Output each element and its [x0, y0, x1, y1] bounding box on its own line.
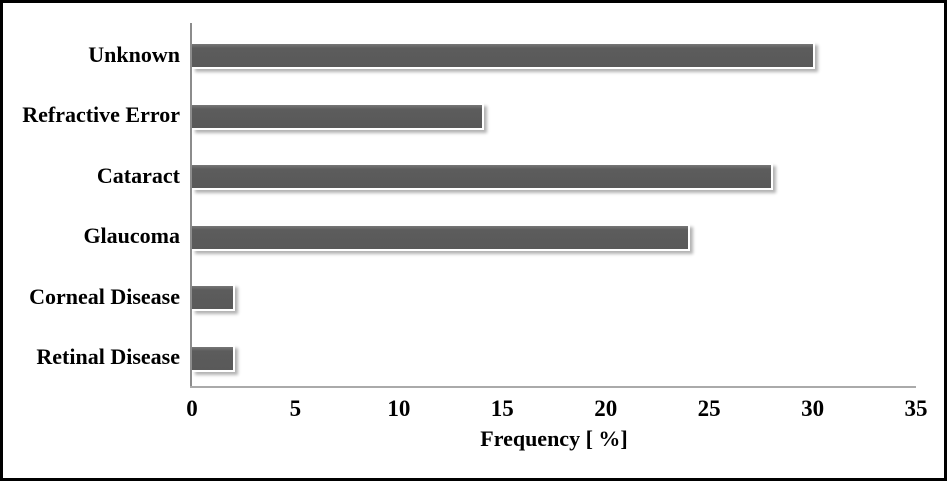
category-label-glaucoma: Glaucoma — [83, 223, 180, 249]
x-tick-5: 5 — [289, 396, 302, 421]
category-label-retinal-disease: Retinal Disease — [36, 344, 180, 370]
bar-unknown — [192, 42, 815, 69]
bar-row-glaucoma — [192, 205, 916, 266]
x-axis-title: Frequency [ %] — [480, 426, 628, 451]
x-tick-10: 10 — [387, 396, 411, 421]
bar-glaucoma — [192, 223, 691, 251]
category-label-cataract: Cataract — [96, 162, 180, 188]
bar-series — [192, 23, 916, 386]
bar-row-unknown — [192, 23, 916, 84]
x-tick-35: 35 — [904, 396, 928, 421]
y-axis-category-labels: Unknown Refractive Error Cataract Glaucoma C… — [3, 23, 180, 386]
y-axis-line — [190, 23, 192, 388]
x-tick-30: 30 — [801, 396, 825, 421]
bar-row-refractive-error — [192, 84, 916, 145]
bar-retinal-disease — [192, 344, 236, 372]
bar-row-corneal-disease — [192, 265, 916, 326]
bar-corneal-disease — [192, 284, 236, 311]
category-label-corneal-disease: Corneal Disease — [29, 283, 180, 309]
x-tick-0: 0 — [186, 396, 198, 421]
bar-cataract — [192, 163, 774, 190]
x-axis-line — [190, 386, 916, 388]
x-tick-25: 25 — [697, 396, 721, 421]
bar-row-retinal-disease — [192, 326, 916, 387]
x-axis-tick-labels: 0 5 10 15 20 25 30 35 — [186, 396, 927, 423]
bar-row-cataract — [192, 144, 916, 205]
category-label-unknown: Unknown — [88, 41, 180, 67]
x-tick-15: 15 — [490, 396, 514, 421]
x-tick-20: 20 — [594, 396, 618, 421]
category-label-refractive-error: Refractive Error — [22, 102, 180, 128]
bar-refractive-error — [192, 102, 484, 130]
plot-area — [190, 23, 916, 388]
